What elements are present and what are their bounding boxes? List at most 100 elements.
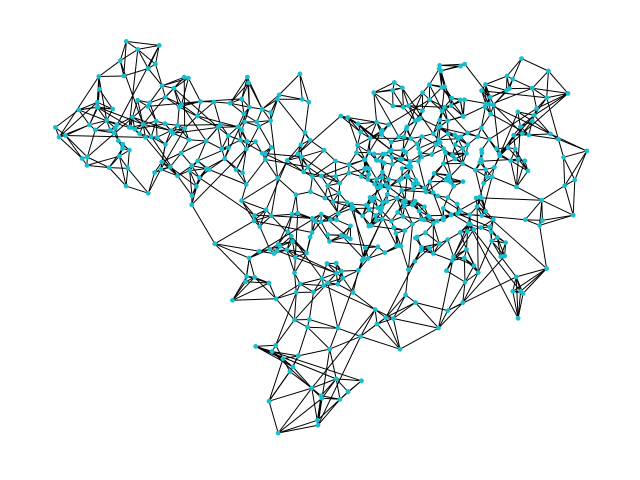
- graph-node: [389, 154, 395, 160]
- graph-node: [422, 185, 427, 191]
- graph-edge: [517, 111, 535, 116]
- graph-edge: [191, 204, 216, 245]
- graph-edge: [348, 168, 365, 174]
- graph-edge: [463, 258, 466, 283]
- graph-edge: [232, 298, 277, 301]
- graph-node: [215, 125, 221, 130]
- graph-edge: [506, 58, 522, 77]
- graph-node: [175, 123, 181, 128]
- graph-node: [522, 217, 528, 223]
- graph-node: [63, 133, 68, 138]
- graph-node: [350, 290, 356, 295]
- graph-edge: [279, 94, 303, 100]
- graph-node: [515, 109, 521, 115]
- graph-edge: [351, 203, 367, 206]
- graph-node: [358, 129, 364, 135]
- graph-node: [391, 225, 397, 230]
- graph-edge: [300, 283, 324, 287]
- graph-node: [423, 189, 429, 195]
- graph-node: [187, 168, 193, 174]
- graph-edge: [403, 106, 416, 122]
- graph-node: [373, 213, 378, 218]
- graph-node: [335, 281, 341, 287]
- graph-edge: [432, 223, 440, 244]
- graph-node: [572, 177, 578, 183]
- graph-node: [339, 233, 345, 239]
- graph-node: [462, 61, 468, 67]
- graph-node: [344, 200, 350, 205]
- graph-node: [271, 251, 277, 256]
- graph-node: [239, 198, 245, 204]
- graph-node: [299, 96, 305, 102]
- graph-node: [486, 101, 492, 107]
- graph-edge: [177, 165, 193, 177]
- graph-node: [386, 122, 391, 128]
- graph-node: [445, 237, 451, 243]
- graph-node: [416, 208, 422, 214]
- graph-edge: [320, 395, 341, 400]
- graph-node: [325, 183, 331, 189]
- graph-node: [306, 317, 312, 322]
- graph-edge: [191, 177, 200, 205]
- graph-node: [211, 99, 217, 105]
- graph-edge: [476, 206, 547, 269]
- graph-edge: [311, 309, 376, 389]
- graph-node: [400, 147, 406, 153]
- graph-node: [431, 171, 437, 176]
- graph-edge: [485, 84, 490, 105]
- graph-edge: [360, 335, 401, 350]
- graph-node: [253, 344, 259, 349]
- graph-edge: [532, 87, 547, 99]
- graph-node: [76, 107, 82, 113]
- graph-edge: [187, 77, 201, 102]
- graph-node: [275, 96, 280, 102]
- graph-node: [404, 124, 410, 130]
- graph-edge: [443, 207, 469, 225]
- graph-node: [247, 104, 252, 110]
- graph-node: [379, 205, 385, 210]
- graph-node: [94, 99, 100, 105]
- graph-node: [415, 181, 421, 187]
- graph-node: [427, 97, 432, 103]
- graph-edge: [393, 302, 416, 319]
- graph-edge: [317, 398, 341, 426]
- graph-node: [484, 174, 490, 180]
- graph-edge: [277, 397, 323, 434]
- graph-edge: [197, 115, 239, 128]
- graph-node: [196, 175, 202, 181]
- graph-node: [336, 190, 342, 196]
- graph-node: [366, 207, 372, 213]
- graph-node: [325, 280, 331, 286]
- graph-node: [252, 213, 257, 218]
- graph-node: [374, 176, 379, 182]
- graph-edge: [407, 224, 413, 270]
- graph-node: [355, 142, 360, 148]
- graph-node: [115, 138, 121, 144]
- graph-node: [383, 315, 389, 320]
- graph-node: [365, 256, 371, 261]
- graph-edge: [241, 177, 278, 202]
- graph-edge: [498, 93, 569, 155]
- graph-node: [427, 82, 432, 87]
- graph-node: [126, 147, 132, 153]
- graph-edge: [373, 92, 394, 107]
- graph-edge: [516, 170, 529, 188]
- graph-edge: [254, 276, 270, 284]
- graph-node: [374, 119, 379, 125]
- graph-node: [299, 154, 304, 160]
- graph-node: [227, 100, 233, 106]
- graph-node: [244, 138, 250, 144]
- graph-node: [338, 113, 344, 119]
- graph-node: [288, 233, 294, 239]
- graph-node: [311, 289, 316, 295]
- graph-edge: [58, 101, 98, 138]
- graph-node: [436, 325, 441, 331]
- graph-edge: [385, 302, 416, 319]
- graph-node: [445, 308, 451, 313]
- graph-edge: [342, 269, 359, 279]
- graph-edge: [321, 272, 337, 279]
- graph-edge: [249, 248, 270, 259]
- graph-node: [318, 173, 324, 179]
- graph-node: [405, 174, 411, 180]
- graph-edge: [350, 208, 369, 259]
